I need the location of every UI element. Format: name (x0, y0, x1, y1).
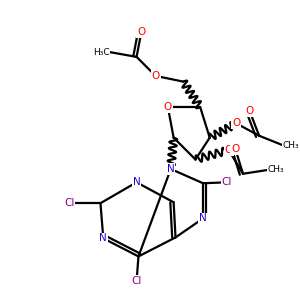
Text: N: N (133, 177, 140, 187)
Text: O: O (137, 27, 146, 37)
Text: O: O (164, 102, 172, 112)
Text: N: N (99, 233, 107, 243)
Text: Cl: Cl (131, 276, 142, 286)
Text: N: N (167, 164, 175, 174)
Text: CH₃: CH₃ (283, 141, 299, 150)
Text: H₃C: H₃C (93, 48, 110, 57)
Text: O: O (225, 145, 233, 155)
Text: O: O (231, 144, 239, 154)
Text: Cl: Cl (64, 198, 74, 208)
Text: Cl: Cl (222, 177, 232, 187)
Text: O: O (245, 106, 254, 116)
Text: O: O (152, 71, 160, 81)
Text: N: N (199, 213, 207, 224)
Text: CH₃: CH₃ (268, 166, 284, 175)
Text: O: O (232, 118, 241, 128)
